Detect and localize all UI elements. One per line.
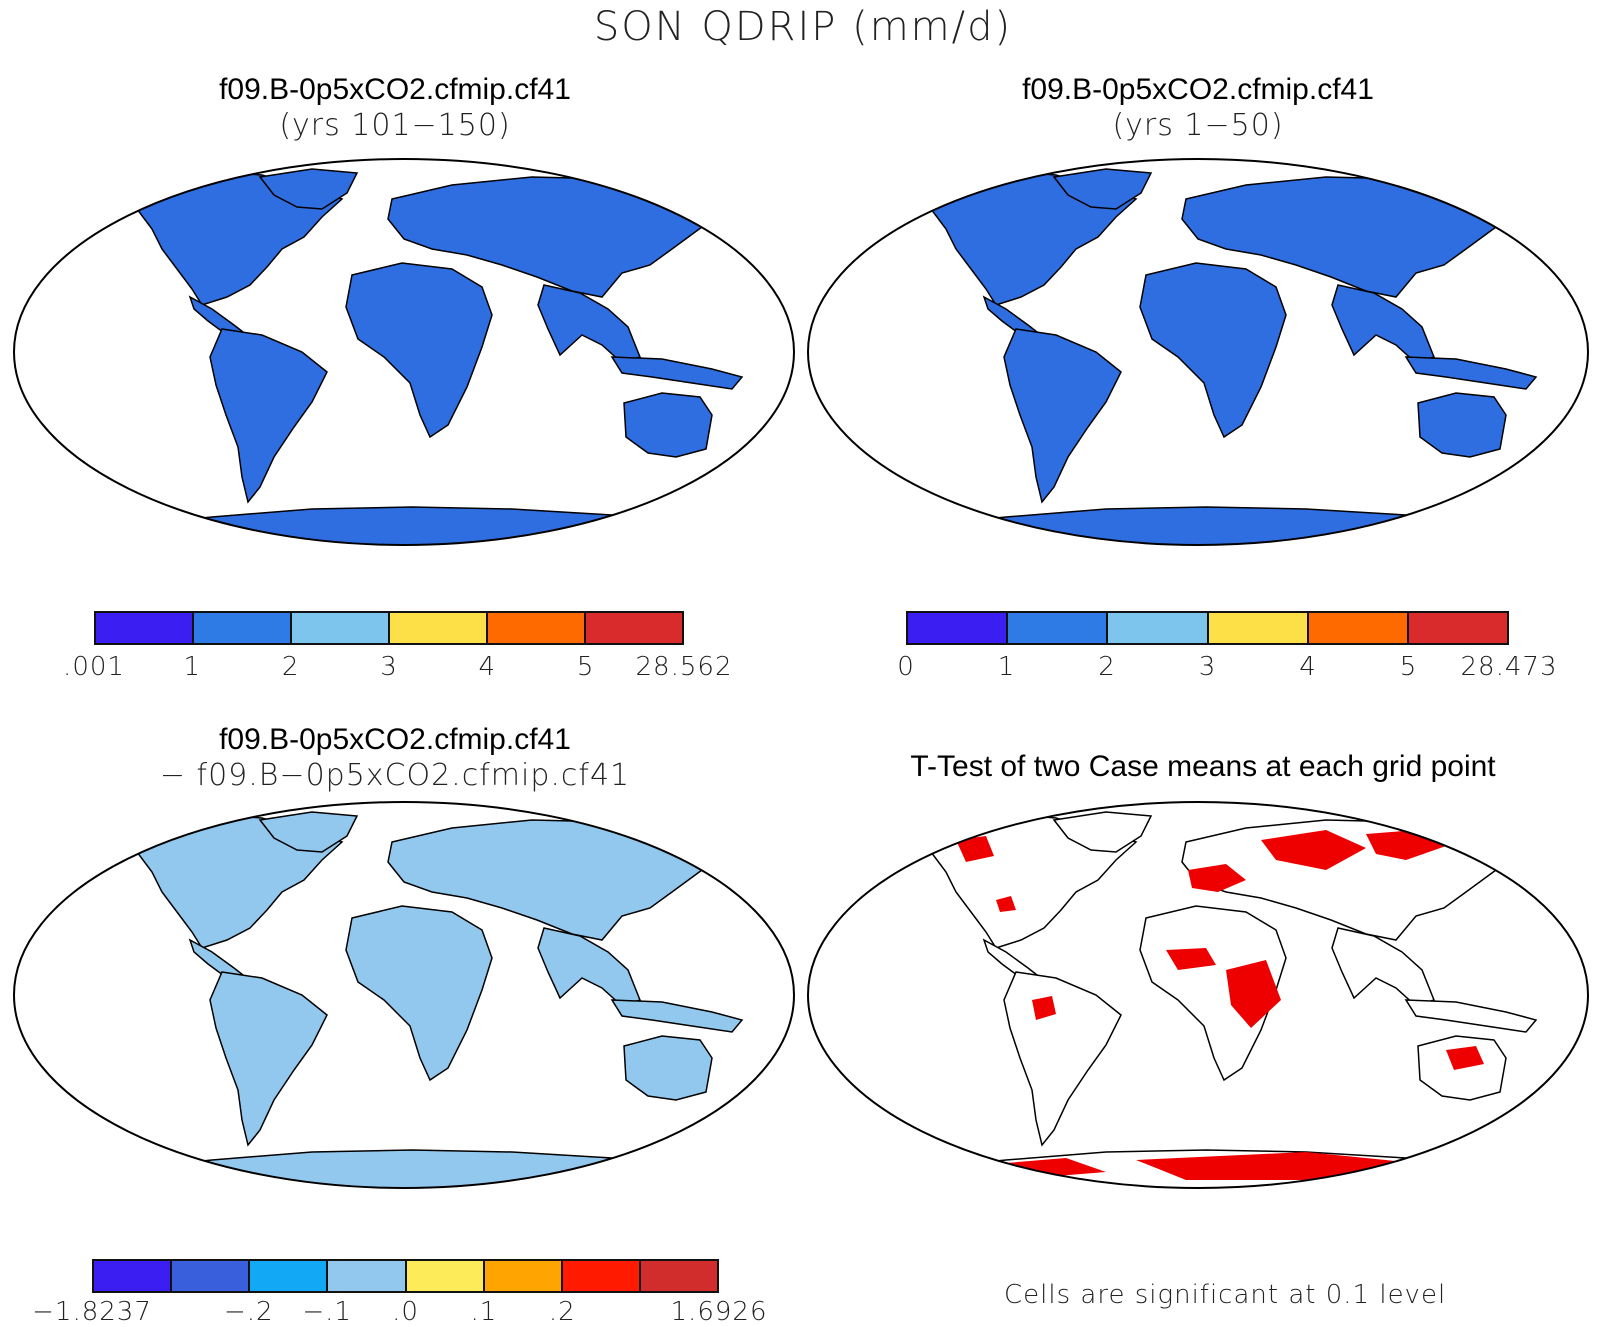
colorbar-label: 3	[380, 652, 398, 682]
panel-3-case-name: f09.B-0p5xCO2.cfmip.cf41	[219, 723, 571, 756]
colorbar-swatch	[390, 613, 488, 643]
colorbar-swatch	[1208, 613, 1309, 643]
sig-cell	[1188, 864, 1246, 892]
colorbar-label: .1	[470, 1297, 498, 1327]
map-panel-4-ttest	[807, 801, 1589, 1189]
sig-cell	[956, 836, 994, 862]
colorbar-panel-3	[92, 1259, 719, 1293]
india-se-asia	[537, 284, 641, 364]
panel-2-years: (yrs 1−50)	[1112, 108, 1284, 143]
india-se-asia	[537, 927, 641, 1007]
sig-cell	[996, 896, 1016, 912]
map-panel-1	[13, 158, 795, 546]
colorbar-label: 28.562	[635, 652, 733, 682]
colorbar-swatch	[292, 613, 390, 643]
colorbar-label: 1	[997, 652, 1016, 682]
colorbar-swatch	[562, 1261, 641, 1291]
colorbar-label: 2	[281, 652, 300, 682]
greenland	[258, 811, 359, 853]
map-panel-3-difference	[13, 801, 795, 1189]
panel-3-title: f09.B-0p5xCO2.cfmip.cf41 − f09.B−0p5xCO2…	[0, 722, 790, 794]
greenland	[1052, 168, 1153, 210]
africa	[345, 905, 493, 1082]
panel-4-title: T-Test of two Case means at each grid po…	[800, 749, 1606, 785]
colorbar-swatch	[96, 613, 194, 643]
indonesia	[610, 999, 744, 1033]
map-panel-2	[807, 158, 1589, 546]
australia	[623, 392, 713, 458]
colorbar-label: −1.8237	[32, 1297, 152, 1327]
colorbar-swatch	[1308, 613, 1409, 643]
north-america	[131, 813, 344, 949]
colorbar-swatch	[1008, 613, 1109, 643]
colorbar-swatch	[250, 1261, 329, 1291]
colorbar-label: 1.6926	[670, 1297, 768, 1327]
africa	[1139, 262, 1287, 439]
colorbar-swatch	[94, 1261, 173, 1291]
greenland	[1052, 811, 1153, 853]
colorbar-label: 5	[576, 652, 595, 682]
antarctica	[111, 1149, 773, 1188]
significance-note: Cells are significant at 0.1 level	[1004, 1280, 1447, 1310]
colorbar-label: 0	[897, 652, 915, 682]
antarctica	[905, 506, 1567, 545]
colorbar-swatch	[484, 1261, 563, 1291]
panel-2-case-name: f09.B-0p5xCO2.cfmip.cf41	[1022, 73, 1374, 106]
south-america	[1003, 328, 1122, 504]
colorbar-label: −.1	[302, 1297, 352, 1327]
australia	[1417, 392, 1507, 458]
colorbar-label: 3	[1198, 652, 1217, 682]
colorbar-swatch	[406, 1261, 485, 1291]
colorbar-swatch	[328, 1261, 407, 1291]
colorbar-label: 5	[1399, 652, 1418, 682]
indonesia	[1404, 999, 1538, 1033]
colorbar-panel-2	[906, 611, 1509, 645]
greenland	[258, 168, 359, 210]
colorbar-swatch	[1108, 613, 1209, 643]
north-america	[925, 170, 1138, 306]
south-america	[209, 971, 328, 1147]
sig-cell	[1166, 948, 1216, 970]
south-america	[1003, 971, 1122, 1147]
indonesia	[610, 356, 744, 390]
ttest-title: T-Test of two Case means at each grid po…	[910, 750, 1496, 783]
panel-1-title: f09.B-0p5xCO2.cfmip.cf41 (yrs 101−150)	[0, 72, 790, 144]
colorbar-label: 2	[1098, 652, 1116, 682]
colorbar-panel-1	[94, 611, 684, 645]
colorbar-label: .0	[392, 1297, 419, 1327]
sig-cell	[1261, 830, 1366, 870]
antarctica	[111, 506, 773, 545]
colorbar-swatch	[172, 1261, 251, 1291]
colorbar-swatch	[586, 613, 682, 643]
colorbar-label: .001	[63, 652, 125, 682]
sig-cell	[1032, 996, 1056, 1020]
africa	[345, 262, 493, 439]
panel-3-minus-case: − f09.B−0p5xCO2.cfmip.cf41	[159, 758, 631, 793]
colorbar-label: 4	[478, 652, 497, 682]
south-america	[209, 328, 328, 504]
panel-1-case-name: f09.B-0p5xCO2.cfmip.cf41	[219, 73, 571, 106]
australia	[623, 1035, 713, 1101]
india-se-asia	[1331, 927, 1435, 1007]
colorbar-swatch	[640, 1261, 717, 1291]
significant-cells	[946, 830, 1484, 1180]
panel-1-years: (yrs 101−150)	[279, 108, 511, 143]
north-america	[131, 170, 344, 306]
sig-cell	[1226, 960, 1281, 1028]
colorbar-swatch	[194, 613, 292, 643]
sig-cell	[1446, 1046, 1484, 1070]
colorbar-label: 28.473	[1460, 652, 1558, 682]
colorbar-label: 1	[183, 652, 202, 682]
panel-2-title: f09.B-0p5xCO2.cfmip.cf41 (yrs 1−50)	[790, 72, 1606, 144]
colorbar-label: .2	[548, 1297, 576, 1327]
colorbar-swatch	[488, 613, 586, 643]
colorbar-label: 4	[1299, 652, 1317, 682]
colorbar-swatch	[908, 613, 1009, 643]
colorbar-swatch	[1408, 613, 1508, 643]
figure-title: SON QDRIP (mm/d)	[593, 4, 1013, 50]
india-se-asia	[1331, 284, 1435, 364]
indonesia	[1404, 356, 1538, 390]
colorbar-label: −.2	[223, 1297, 274, 1327]
